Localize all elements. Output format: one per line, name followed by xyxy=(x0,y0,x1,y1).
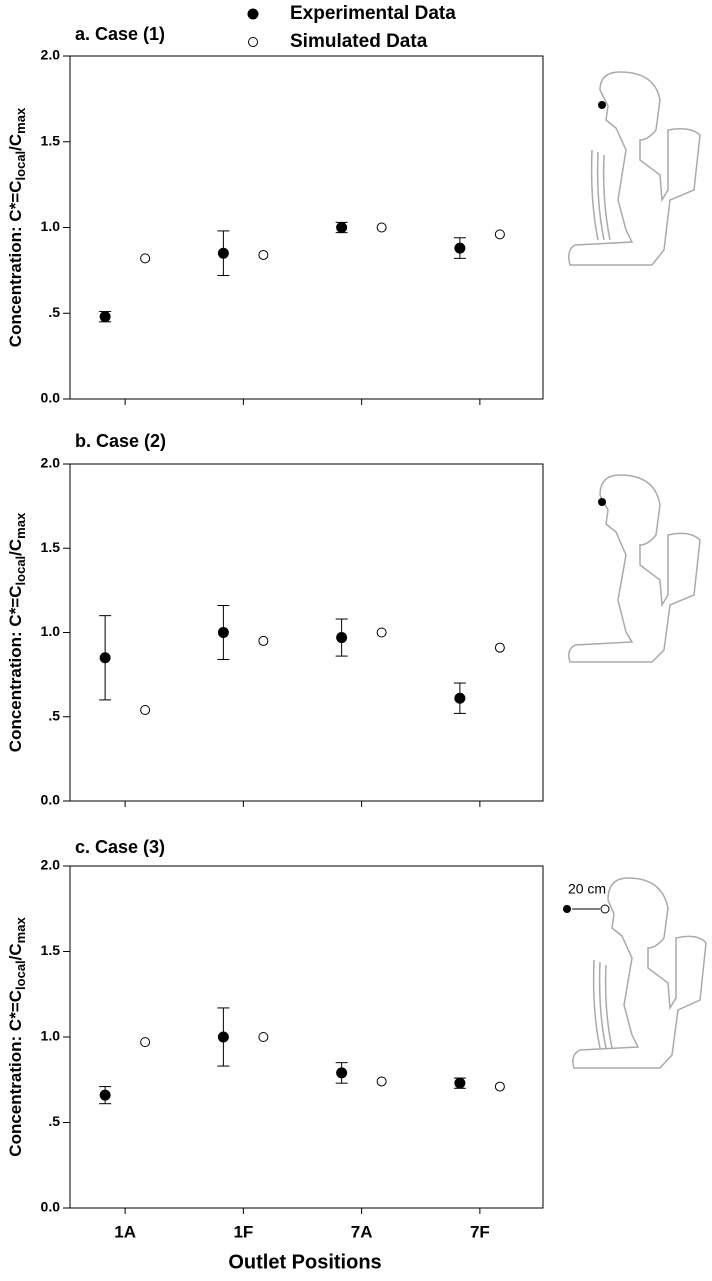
y-tick-label: 1.5 xyxy=(41,942,61,958)
y-tick-label: .5 xyxy=(48,304,60,320)
y-axis-label-part: /C xyxy=(6,134,25,151)
y-axis-label: Concentration: C*=Clocal/Cmax xyxy=(6,917,28,1157)
y-axis-label-part: local xyxy=(13,151,28,181)
point xyxy=(217,1031,229,1043)
y-axis-label-part: Concentration: C*=C xyxy=(6,180,25,347)
y-tick-label: 0.0 xyxy=(41,390,61,406)
point xyxy=(336,1067,348,1079)
y-axis-label-part: Concentration: C*=C xyxy=(6,585,25,752)
source xyxy=(563,905,571,913)
y-tick-label: 0.0 xyxy=(41,792,61,808)
seated-figure xyxy=(568,71,701,266)
point xyxy=(494,229,505,240)
y-tick-label: 2.0 xyxy=(41,455,61,471)
source xyxy=(598,101,606,109)
y-axis-label-part: max xyxy=(13,107,28,134)
point xyxy=(258,249,269,260)
mouth xyxy=(600,904,610,914)
x-axis-label: Outlet Positions xyxy=(228,1251,381,1273)
y-tick-label: 1.0 xyxy=(41,1028,61,1044)
point xyxy=(258,1032,269,1042)
point xyxy=(140,1037,151,1048)
point xyxy=(454,692,466,704)
point xyxy=(376,1076,387,1087)
legend-label: Experimental Data xyxy=(290,3,456,24)
legend-label: Simulated Data xyxy=(290,31,428,52)
point xyxy=(140,705,151,716)
figures xyxy=(563,71,707,1069)
seated-figure xyxy=(568,474,701,663)
legend-marker xyxy=(248,37,258,47)
annotation: 20 cm xyxy=(568,881,606,897)
y-tick-label: 1.0 xyxy=(41,218,61,234)
y-tick-label: 0.0 xyxy=(41,1199,61,1215)
plot-frame xyxy=(69,55,544,400)
point xyxy=(99,652,111,664)
point xyxy=(376,222,387,233)
y-axis-label: Concentration: C*=Clocal/Cmax xyxy=(6,107,28,347)
point xyxy=(217,627,229,638)
point xyxy=(99,1089,111,1101)
y-tick-label: 1.5 xyxy=(41,132,61,148)
y-axis-label-part: /C xyxy=(6,539,25,556)
point xyxy=(99,311,111,323)
x-tick-label: 7A xyxy=(351,1222,373,1241)
source xyxy=(598,498,606,506)
y-tick-label: 2.0 xyxy=(41,47,61,63)
y-tick-label: 2.0 xyxy=(41,857,61,873)
panel-title: a. Case (1) xyxy=(75,24,165,44)
plot-frame xyxy=(69,463,544,802)
x-tick-label: 1F xyxy=(233,1222,253,1241)
y-tick-label: 1.5 xyxy=(41,539,61,555)
point xyxy=(217,247,229,259)
y-axis-label: Concentration: C*=Clocal/Cmax xyxy=(6,512,28,752)
x-tick-label: 7F xyxy=(470,1222,490,1241)
y-tick-label: .5 xyxy=(48,707,60,723)
plot-frame xyxy=(69,865,544,1209)
point xyxy=(494,642,505,653)
panel-title: c. Case (3) xyxy=(75,837,165,857)
x-tick-label: 1A xyxy=(114,1222,136,1241)
panel-title: b. Case (2) xyxy=(75,431,166,451)
point xyxy=(258,635,269,646)
point xyxy=(336,222,348,233)
point xyxy=(336,632,348,644)
point xyxy=(494,1081,505,1092)
y-tick-label: .5 xyxy=(48,1113,60,1129)
point xyxy=(454,1077,466,1089)
y-axis-label-part: local xyxy=(13,960,28,990)
y-axis-label-part: local xyxy=(13,556,28,586)
legend-marker xyxy=(247,8,259,20)
plume xyxy=(590,149,611,241)
point xyxy=(376,627,387,638)
plume xyxy=(592,959,613,1049)
y-axis-label-part: max xyxy=(13,917,28,944)
y-tick-label: 1.0 xyxy=(41,623,61,639)
y-axis-label-part: /C xyxy=(6,943,25,960)
y-axis-label-part: max xyxy=(13,512,28,539)
point xyxy=(140,253,151,264)
y-axis-label-part: Concentration: C*=C xyxy=(6,990,25,1157)
point xyxy=(454,242,466,254)
seated-figure xyxy=(572,877,707,1069)
